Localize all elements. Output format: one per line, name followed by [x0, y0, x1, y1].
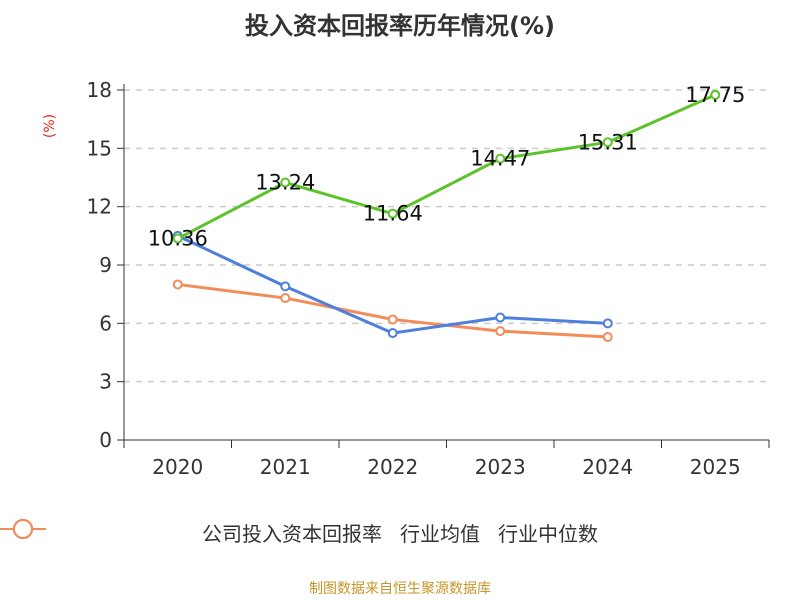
data-point — [172, 279, 183, 290]
data-point — [387, 314, 398, 325]
data-point — [387, 208, 398, 219]
x-tick-label: 2020 — [152, 455, 203, 479]
data-label: 15.31 — [578, 130, 638, 154]
x-tick-label: 2021 — [260, 455, 311, 479]
legend-swatch — [0, 519, 46, 539]
y-tick-label: 18 — [87, 78, 112, 102]
legend-item[interactable]: 公司投入资本回报率 — [0, 518, 382, 547]
data-point — [172, 233, 183, 244]
data-point — [495, 326, 506, 337]
legend-item[interactable]: 行业均值 — [0, 518, 480, 547]
data-point — [280, 293, 291, 304]
y-tick-label: 12 — [87, 195, 112, 219]
legend: 公司投入资本回报率 行业均值 行业中位数 — [0, 518, 800, 547]
data-point — [602, 137, 613, 148]
data-label: 11.64 — [363, 202, 423, 226]
data-point — [495, 312, 506, 323]
y-tick-label: 9 — [99, 253, 112, 277]
y-tick-label: 3 — [99, 370, 112, 394]
data-point — [602, 331, 613, 342]
y-tick-label: 0 — [99, 428, 112, 452]
chart-title: 投入资本回报率历年情况(%) — [245, 12, 555, 40]
data-label: 13.24 — [255, 171, 315, 195]
source-note: 制图数据来自恒生聚源数据库 — [309, 581, 491, 597]
data-point — [280, 281, 291, 292]
x-tick-label: 2023 — [475, 455, 526, 479]
data-point — [387, 328, 398, 339]
legend-item[interactable]: 行业中位数 — [0, 518, 598, 547]
x-tick-label: 2024 — [582, 455, 633, 479]
y-tick-label: 15 — [87, 136, 112, 160]
data-point — [710, 89, 721, 100]
legend-label: 行业均值 — [400, 522, 480, 546]
x-tick-label: 2022 — [367, 455, 418, 479]
x-tick-label: 2025 — [690, 455, 741, 479]
data-point — [602, 318, 613, 329]
data-label: 14.47 — [470, 147, 530, 171]
data-label: 17.75 — [685, 83, 745, 107]
data-point — [495, 153, 506, 164]
legend-label: 公司投入资本回报率 — [202, 522, 382, 546]
legend-marker — [13, 519, 33, 539]
legend-label: 行业中位数 — [498, 522, 598, 546]
data-point — [280, 177, 291, 188]
data-label: 10.36 — [148, 227, 208, 251]
series-line-0 — [177, 93, 716, 240]
y-tick-label: 6 — [99, 311, 112, 335]
